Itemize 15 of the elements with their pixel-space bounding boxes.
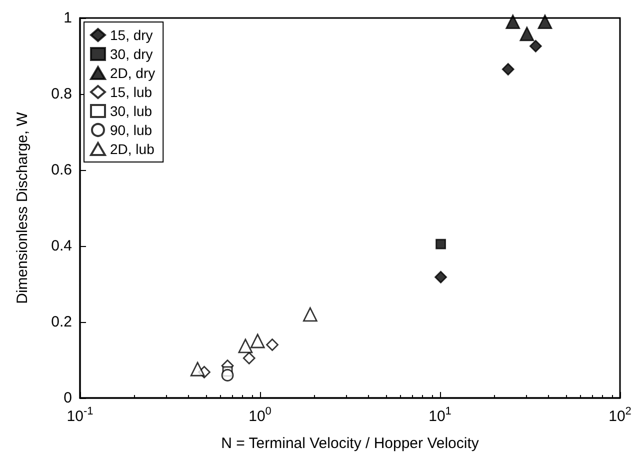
y-tick-label: 1 [64,10,72,26]
y-tick-label: 0.2 [51,314,72,330]
legend-label: 90, lub [110,122,152,138]
y-tick-label: 0.6 [51,162,72,178]
legend-label: 2D, lub [110,141,155,157]
legend-label: 30, lub [110,103,152,119]
y-tick-label: 0.4 [51,238,72,254]
legend-label: 30, dry [110,46,153,62]
y-tick-label: 0.8 [51,86,72,102]
legend-label: 15, lub [110,84,152,100]
legend-label: 15, dry [110,27,153,43]
y-tick-label: 0 [64,390,72,406]
y-axis-title: Dimensionless Discharge, W [14,111,31,304]
x-axis-title: N = Terminal Velocity / Hopper Velocity [221,435,480,452]
legend-label: 2D, dry [110,65,156,81]
